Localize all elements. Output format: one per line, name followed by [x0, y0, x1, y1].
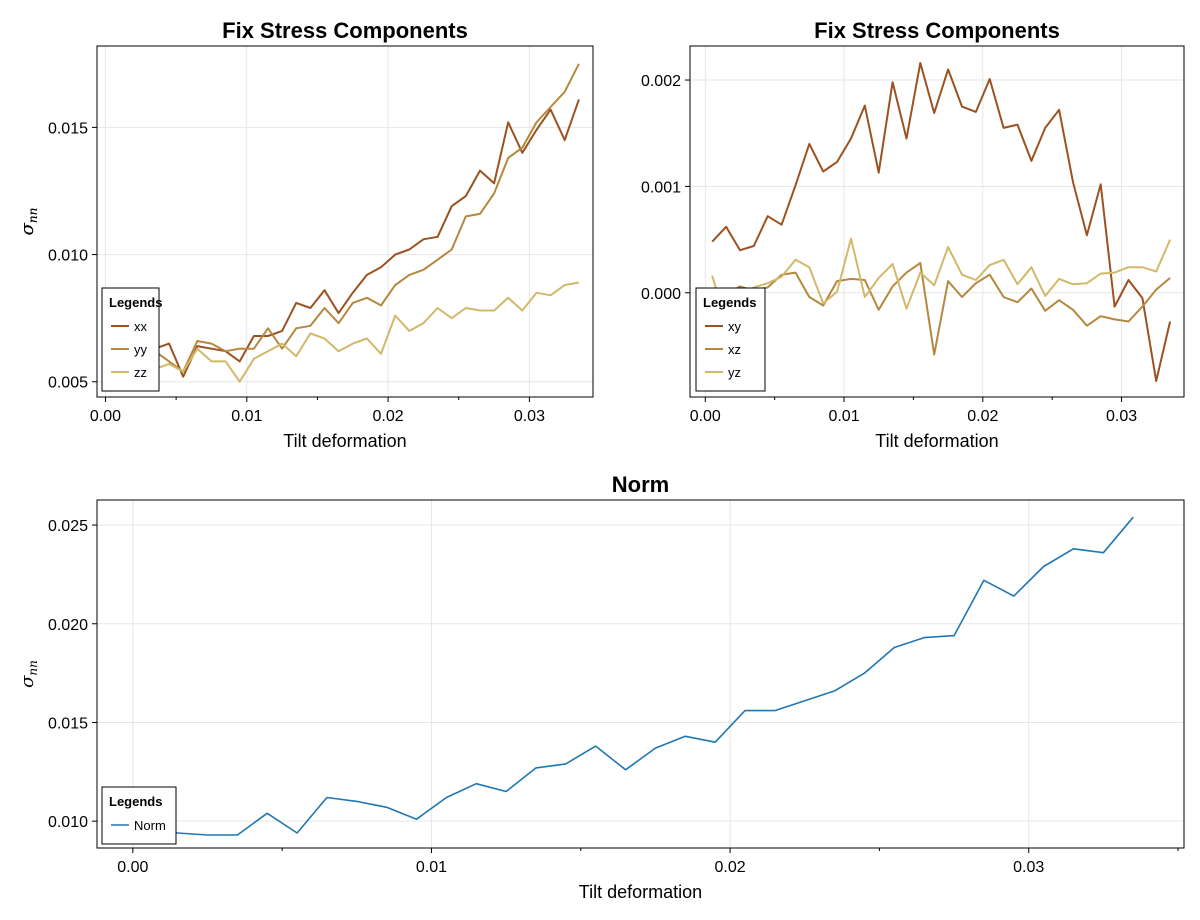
- x-tick-label: 0.01: [828, 408, 859, 425]
- y-axis-label-subscript: nn: [26, 208, 40, 223]
- legend-label-xy: xy: [728, 319, 742, 334]
- y-axis-label-symbol: σ: [17, 222, 38, 235]
- y-axis-label: σnn: [17, 208, 40, 236]
- plot-frame: [96, 45, 594, 398]
- y-axis-label: σnn: [17, 208, 40, 236]
- y-tick-label: 0.001: [641, 179, 681, 196]
- plot-frame: [96, 499, 1185, 849]
- legend: Legends xx yy zz: [101, 287, 162, 392]
- legend-title: Legends: [109, 794, 162, 809]
- chart-panel-1: 0.00 0.01 0.02 0.03 0.005 0.010 0.015 Fix Stres…: [17, 18, 594, 451]
- x-tick-label: 0.03: [514, 408, 545, 425]
- x-tick-label: 0.01: [416, 859, 447, 876]
- y-axis-label: σnn: [17, 660, 40, 688]
- x-tick-label: 0.00: [690, 408, 721, 425]
- legend-box: [101, 287, 160, 392]
- chart-title: Fix Stress Components: [222, 18, 468, 43]
- y-tick-label: 0.000: [641, 286, 681, 303]
- series-line-norm: [147, 516, 1134, 836]
- legend-box: [695, 287, 766, 392]
- legend-label-xx: xx: [134, 319, 148, 334]
- y-tick-label: 0.010: [48, 248, 88, 265]
- series-line-xz: [711, 262, 1171, 356]
- legend-label-norm: Norm: [134, 818, 166, 833]
- y-axis-label-symbol: σ: [17, 222, 38, 235]
- x-tick-label: 0.00: [117, 859, 148, 876]
- legend-title: Legends: [109, 295, 162, 310]
- y-tick-label: 0.025: [48, 518, 88, 535]
- chart-panel-3: 0.00 0.01 0.02 0.03 0.010 0.015 0.020 0.025 Norm…: [17, 472, 1185, 902]
- legend-label-yz: yz: [728, 365, 741, 380]
- legend-box: [101, 786, 177, 845]
- legend: Legends Norm: [101, 786, 177, 845]
- y-tick-label: 0.020: [48, 617, 88, 634]
- y-axis-label-symbol: σ: [17, 675, 38, 688]
- x-tick-label: 0.02: [715, 859, 746, 876]
- chart-title: Norm: [612, 472, 669, 497]
- y-tick-label: 0.005: [48, 375, 88, 392]
- y-tick-label: 0.002: [641, 73, 681, 90]
- x-axis-label: Tilt deformation: [283, 431, 406, 451]
- series-line-zz: [112, 281, 580, 383]
- x-axis-label: Tilt deformation: [875, 431, 998, 451]
- x-tick-label: 0.02: [967, 408, 998, 425]
- y-axis-label-subscript: nn: [26, 208, 40, 223]
- y-tick-label: 0.015: [48, 715, 88, 732]
- series-line-xx: [111, 99, 580, 378]
- x-axis-label: Tilt deformation: [579, 882, 702, 902]
- legend-title: Legends: [703, 295, 756, 310]
- legend-label-zz: zz: [134, 365, 147, 380]
- legend: Legends xy xz yz: [695, 287, 766, 392]
- chart-title: Fix Stress Components: [814, 18, 1060, 43]
- x-tick-label: 0.02: [373, 408, 404, 425]
- y-tick-label: 0.010: [48, 814, 88, 831]
- x-tick-label: 0.01: [231, 408, 262, 425]
- series-line-yy: [111, 63, 580, 373]
- legend-label-xz: xz: [728, 342, 741, 357]
- legend-label-yy: yy: [134, 342, 148, 357]
- y-tick-label: 0.015: [48, 120, 88, 137]
- x-tick-label: 0.00: [90, 408, 121, 425]
- y-axis-label-subscript: nn: [26, 660, 40, 675]
- plot-frame: [689, 45, 1185, 398]
- chart-panel-2: 0.00 0.01 0.02 0.03 0.000 0.001 0.002 Fix Stres…: [17, 18, 1185, 451]
- x-tick-label: 0.03: [1106, 408, 1137, 425]
- x-tick-label: 0.03: [1013, 859, 1044, 876]
- series-line-xy: [711, 62, 1172, 382]
- series-line-yz: [711, 237, 1172, 324]
